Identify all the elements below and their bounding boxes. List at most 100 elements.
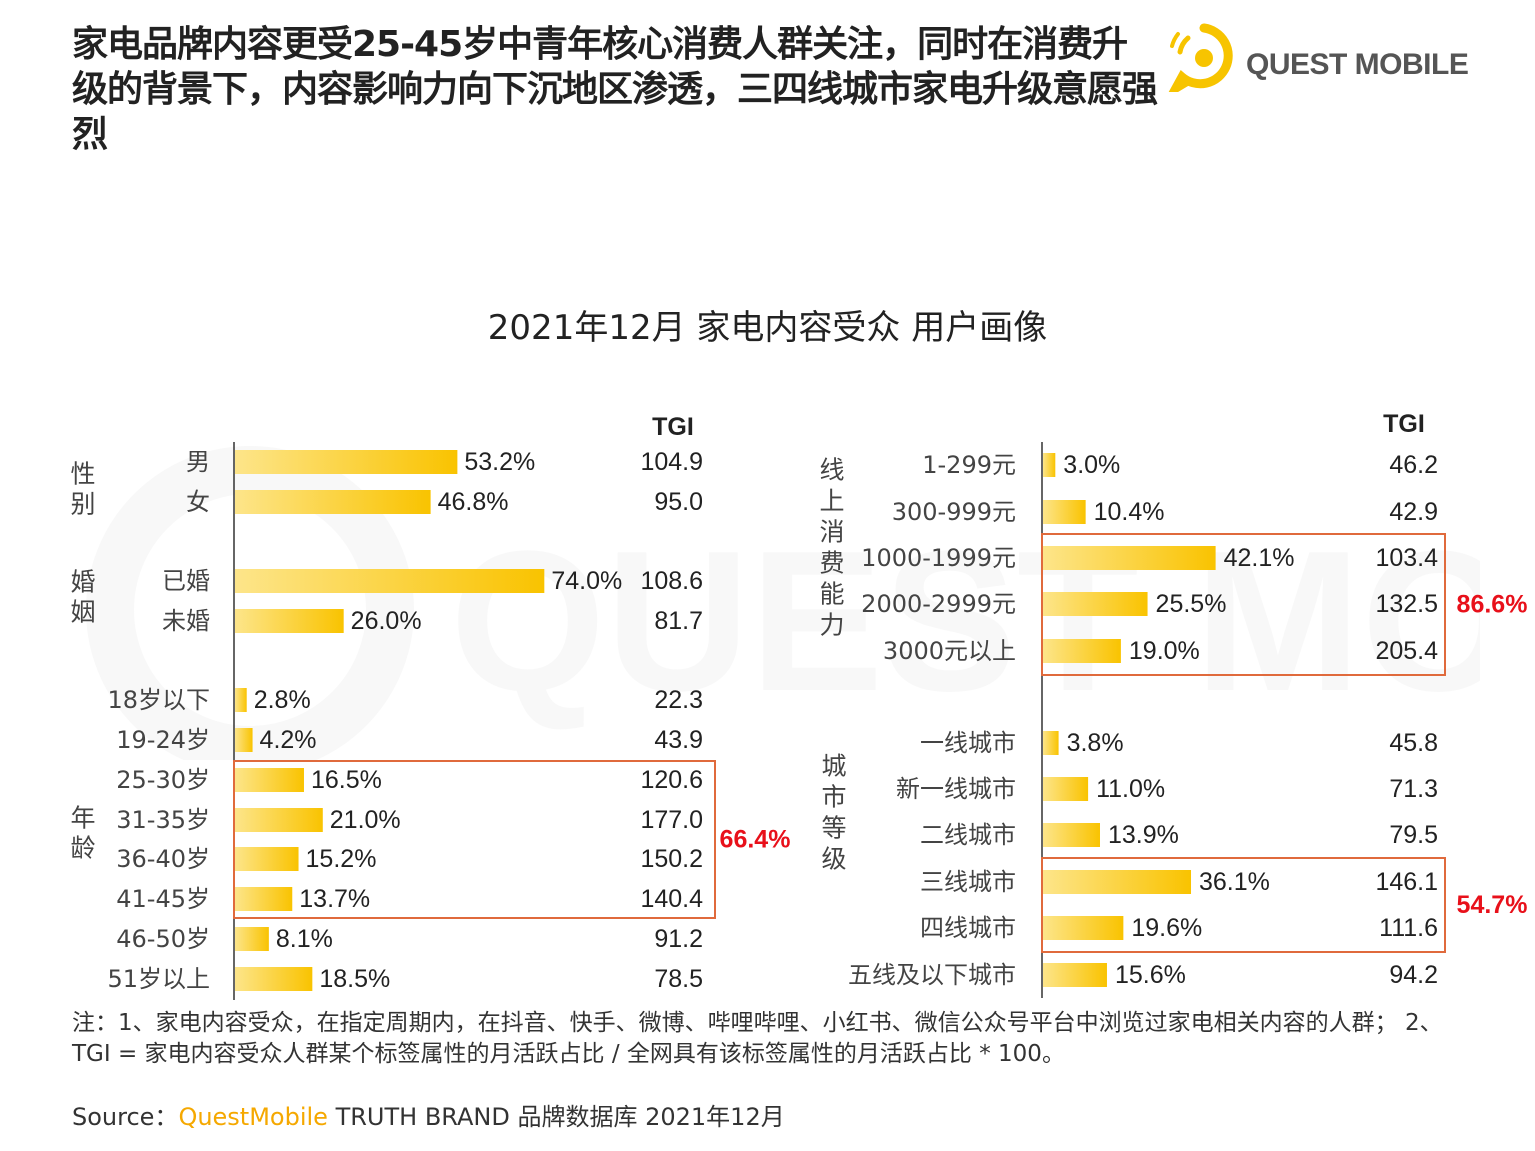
source-line: Source：QuestMobile TRUTH BRAND 品牌数据库 202… [72,1097,785,1132]
value-label: 11.0% [1096,775,1165,803]
value-label: 36.1% [1199,868,1270,896]
value-label: 42.1% [1224,544,1295,572]
bar [235,609,344,633]
bar [235,490,431,514]
right-group-label: 线 [819,456,844,485]
highlight-total-label: 66.4% [720,826,791,854]
chart-title: 2021年12月 家电内容受众 用户画像 [487,308,1048,348]
bar [1043,500,1086,524]
tgi-value: 140.4 [640,885,703,913]
tgi-value: 150.2 [640,845,703,873]
highlight-total-label: 54.7% [1457,891,1528,919]
source-brand: QuestMobile [178,1103,328,1131]
right-tgi-header: TGI [1383,410,1425,438]
category-label: 未婚 [162,607,210,635]
category-label: 二线城市 [920,821,1016,849]
bar [1043,823,1100,847]
value-label: 53.2% [464,448,535,476]
bar [1043,777,1089,801]
left-group-label: 别 [70,490,95,519]
category-label: 19-24岁 [116,726,210,754]
bar [235,768,304,792]
left-group-label: 婚 [70,568,95,597]
bar [1043,916,1124,940]
highlight-box [233,760,716,919]
category-label: 18岁以下 [107,686,210,714]
value-label: 2.8% [254,686,311,714]
bar [235,887,293,911]
bar [235,808,323,832]
category-label: 五线及以下城市 [848,961,1016,989]
tgi-value: 108.6 [640,567,703,595]
bar [1043,592,1148,616]
tgi-value: 111.6 [1379,914,1438,942]
value-label: 18.5% [319,965,390,993]
tgi-value: 120.6 [640,766,703,794]
category-label: 300-999元 [892,498,1016,526]
value-label: 13.7% [299,885,370,913]
left-group-label: 性 [70,460,95,489]
bar [1043,453,1056,477]
value-label: 3.8% [1067,729,1124,757]
bar [235,847,299,871]
footnote: 注：1、家电内容受众，在指定周期内，在抖音、快手、微博、哔哩哔哩、小红书、微信公… [72,1010,1443,1067]
category-label: 31-35岁 [116,806,210,834]
value-label: 3.0% [1063,451,1120,479]
tgi-value: 45.8 [1389,729,1438,757]
bar [235,967,313,991]
tgi-value: 132.5 [1375,590,1438,618]
highlight-box [1041,533,1446,676]
category-label: 一线城市 [920,729,1016,757]
bar [235,688,247,712]
value-label: 8.1% [276,925,333,953]
category-label: 新一线城市 [896,775,1016,803]
bar [235,728,253,752]
tgi-value: 81.7 [654,607,703,635]
value-label: 74.0% [551,567,622,595]
tgi-value: 79.5 [1389,821,1438,849]
source-prefix: Source： [72,1103,179,1131]
tgi-value: 78.5 [654,965,703,993]
right-group-label: 能 [819,580,844,609]
category-label: 41-45岁 [116,885,210,913]
tgi-value: 205.4 [1375,637,1438,665]
value-label: 10.4% [1094,498,1165,526]
tgi-value: 103.4 [1375,544,1438,572]
right-group-label: 上 [819,487,844,516]
logo-chat-bubble-icon [1164,23,1233,101]
value-label: 15.6% [1115,961,1186,989]
category-label: 女 [186,488,210,516]
bar [1043,731,1059,755]
category-label: 25-30岁 [116,766,210,794]
left-group-label: 姻 [70,598,95,627]
value-label: 15.2% [306,845,377,873]
highlight-box [1041,857,1446,953]
value-label: 13.9% [1108,821,1179,849]
value-label: 19.0% [1129,637,1200,665]
chart-area: TGI 性别 男 53.2% 104.9 女 46.8% 95.0 婚姻 已婚 74.0% 108.6… [70,410,1528,1000]
quest-mobile-logo: QUEST MOBILE [1164,22,1469,101]
category-label: 四线城市 [920,914,1016,942]
right-group-label: 城 [821,752,846,781]
right-group-label: 市 [821,783,846,812]
value-label: 16.5% [311,766,382,794]
value-label: 19.6% [1131,914,1202,942]
category-label: 1-299元 [922,451,1016,479]
tgi-value: 43.9 [654,726,703,754]
tgi-value: 146.1 [1375,868,1438,896]
right-group-label: 级 [821,845,846,874]
bar [235,927,269,951]
left-group-label: 龄 [70,834,95,863]
right-group-label: 等 [821,814,846,843]
category-label: 三线城市 [920,868,1016,896]
category-label: 46-50岁 [116,925,210,953]
tgi-value: 71.3 [1389,775,1438,803]
value-label: 25.5% [1156,590,1227,618]
bar [1043,639,1121,663]
bar [1043,546,1216,570]
right-group-label: 力 [819,611,844,640]
category-label: 3000元以上 [883,637,1016,665]
tgi-value: 91.2 [654,925,703,953]
tgi-value: 42.9 [1389,498,1438,526]
bar [235,569,545,593]
